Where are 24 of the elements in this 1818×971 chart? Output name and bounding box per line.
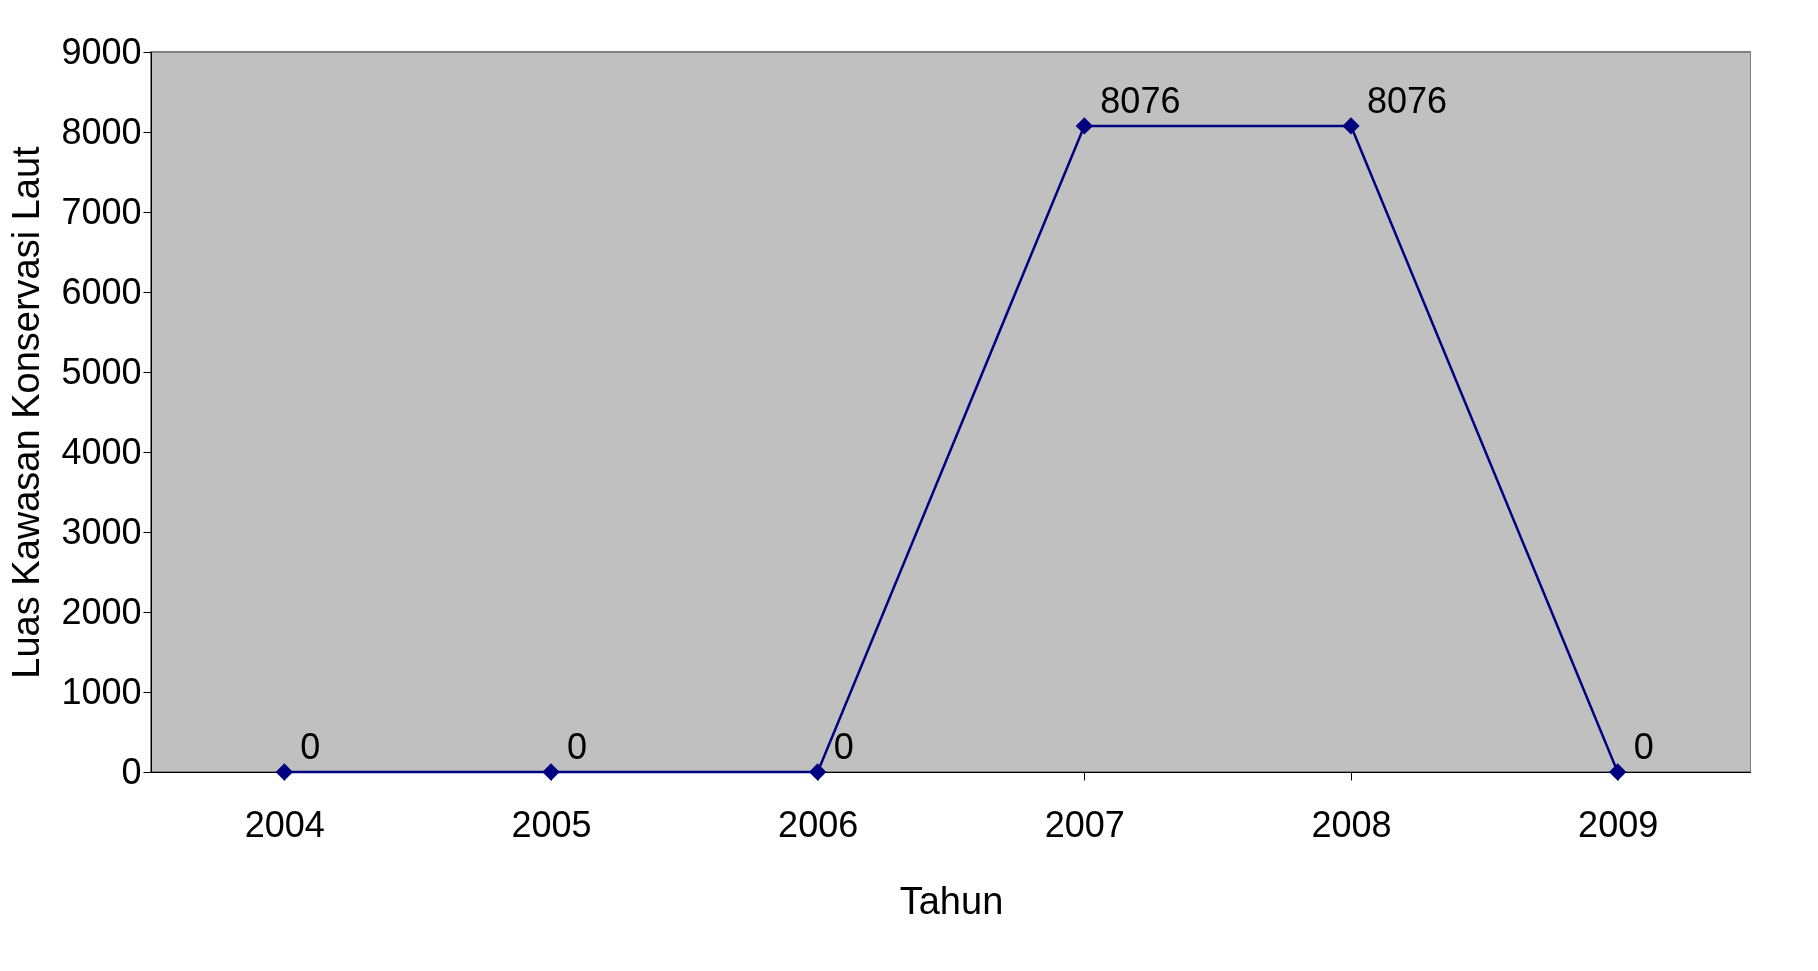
data-label: 0 xyxy=(300,726,321,767)
y-tick-label: 7000 xyxy=(61,190,142,232)
data-label: 0 xyxy=(1633,726,1654,767)
y-tick-label: 5000 xyxy=(61,350,142,392)
y-tick-label: 6000 xyxy=(61,270,142,312)
data-label: 0 xyxy=(833,726,854,767)
x-tick-label: 2004 xyxy=(244,803,325,845)
y-tick-label: 1000 xyxy=(61,670,142,712)
data-label: 8076 xyxy=(1367,79,1448,121)
y-tick-label: 3000 xyxy=(61,510,142,552)
x-tick-label: 2009 xyxy=(1578,803,1659,845)
data-label: 8076 xyxy=(1100,79,1181,121)
x-axis-title: Tahun xyxy=(899,879,1004,922)
y-tick-label: 2000 xyxy=(61,590,142,632)
x-tick-label: 2007 xyxy=(1044,803,1125,845)
x-tick-label: 2006 xyxy=(778,803,859,845)
y-tick-label: 4000 xyxy=(61,430,142,472)
y-tick-label: 8000 xyxy=(61,110,142,152)
x-tick-label: 2005 xyxy=(511,803,592,845)
y-tick-label: 0 xyxy=(121,750,142,792)
y-axis-title: Luas Kawasan Konservasi Laut xyxy=(5,145,48,679)
data-label: 0 xyxy=(567,726,588,767)
x-tick-label: 2008 xyxy=(1311,803,1392,845)
y-tick-label: 9000 xyxy=(61,30,142,72)
